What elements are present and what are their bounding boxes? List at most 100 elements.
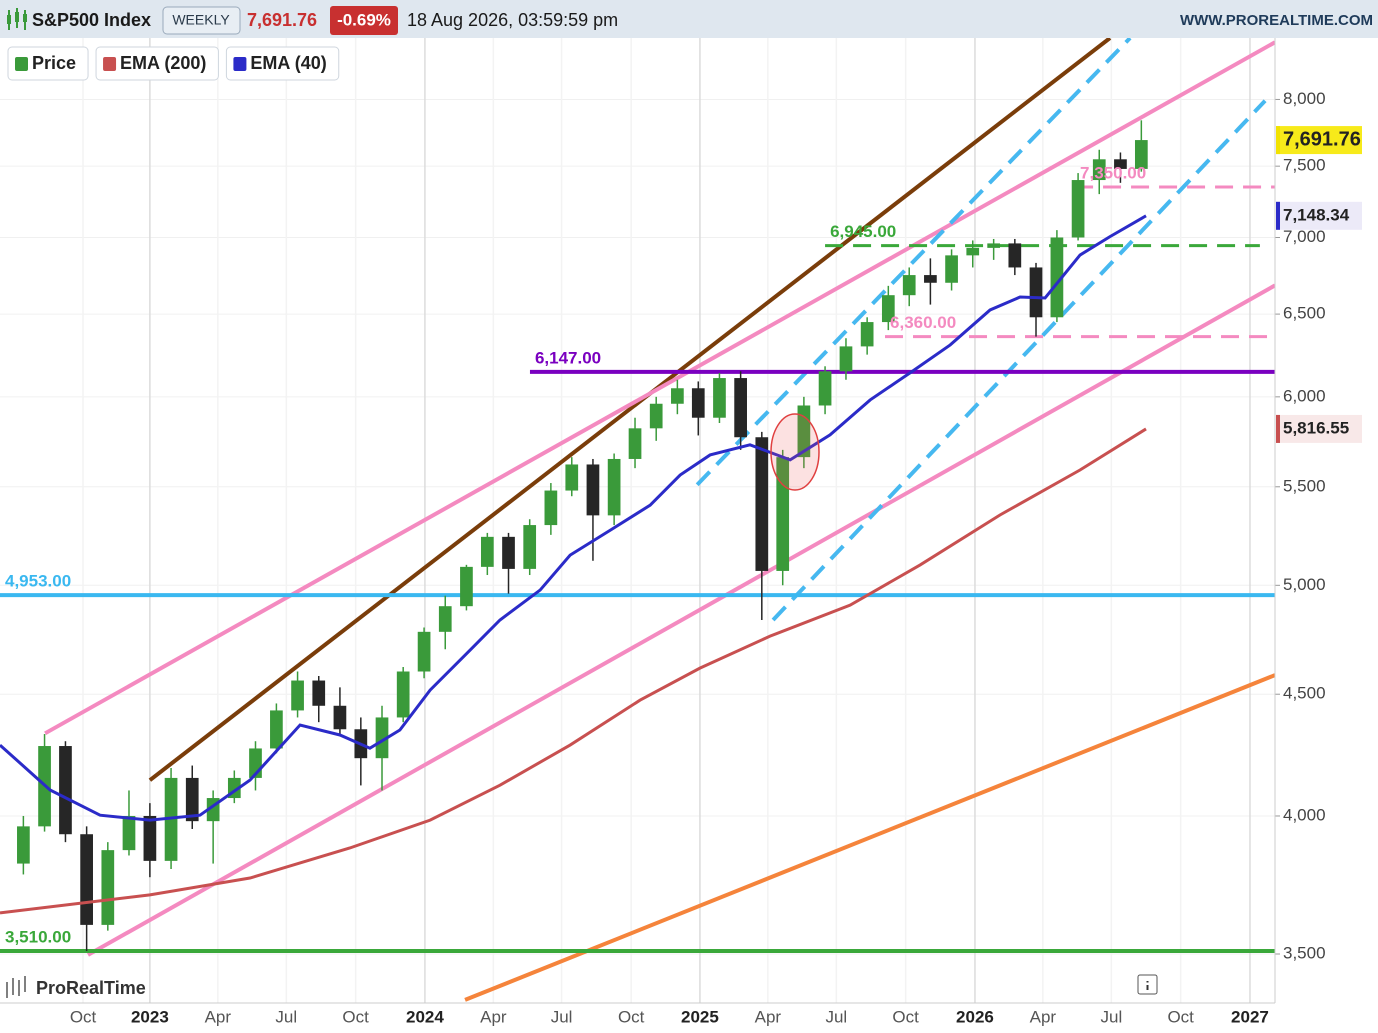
datetime: 18 Aug 2026, 03:59:59 pm [407,10,618,30]
x-tick-label: Apr [1030,1007,1057,1026]
candle-body [523,525,537,569]
trendline [44,40,1275,736]
candle-body [396,671,410,718]
candle-body [691,388,705,418]
y-tick-label: 6,000 [1283,386,1326,405]
legend-label[interactable]: EMA (200) [120,53,206,73]
candle-body [502,536,515,569]
legend-item[interactable]: Price [7,46,89,81]
x-tick-label: 2026 [956,1007,994,1026]
candle-body [628,428,642,459]
y-tick-label: 5,500 [1283,476,1326,495]
site[interactable]: WWW.PROREALTIME.COM [1180,12,1373,29]
trendline [771,99,1267,622]
legend: Price EMA (200) EMA (40) [7,46,340,81]
y-tick-label: 7,000 [1283,227,1326,246]
brand: ProRealTime [36,978,146,998]
candle-body [1029,267,1043,318]
ema-line [0,214,1147,822]
y-tick-label: 5,000 [1283,575,1326,594]
level-label: 6,360.00 [890,313,956,332]
last-price: 7,691.76 [247,10,317,30]
y-tick-label: 7,500 [1283,156,1326,175]
candle-body [333,705,347,730]
candle-body [902,275,916,296]
candle-body [713,378,726,418]
candle-body [438,606,452,632]
interval[interactable]: WEEKLY [172,12,230,28]
trendline [87,283,1275,957]
legend-item[interactable]: EMA (200) [95,46,219,81]
candle-body [270,710,283,749]
interval-box[interactable] [162,6,241,35]
trendline [148,38,1112,782]
candle-body [122,815,136,851]
last-value-box [1276,414,1362,443]
legend-label[interactable]: Price [32,53,76,73]
y-tick-label: 3,500 [1283,943,1326,962]
candle-body [649,403,663,429]
axes: 3,500 4,000 4,500 5,000 5,500 6,000 6,500 7,000… [0,38,1362,1026]
x-tick-label: 2023 [131,1007,169,1026]
x-tick-label: Apr [755,1007,782,1026]
candle-body [586,464,600,516]
candle-body [1134,140,1148,169]
last-value-marker [1276,414,1280,443]
candle-body [80,834,93,925]
y-tick-label: 8,000 [1283,89,1326,108]
candle-body [966,247,980,256]
x-tick-label: Jul [275,1007,297,1026]
last-value-label: 7,148.34 [1283,205,1350,224]
candle-body [881,295,895,323]
last-value-box [1276,126,1362,155]
legend-item[interactable]: EMA (40) [225,46,340,81]
x-tick-label: Apr [205,1007,232,1026]
candle-body [312,680,326,706]
candle-body [755,437,769,571]
candle-body [375,717,389,759]
info-button[interactable] [1137,974,1158,995]
level-label: 7,350.00 [1080,164,1146,183]
candle-body [945,255,958,283]
candle-body [734,378,747,438]
candle-body [565,464,579,491]
ema-line [0,427,1147,915]
legend-swatch[interactable] [233,57,247,71]
candle-body [1050,237,1064,318]
candle-body [480,536,494,567]
legend-button[interactable] [7,46,89,81]
x-tick-label: Oct [892,1007,919,1026]
candle-body [460,566,473,607]
trendline [695,38,1132,487]
change-box [330,6,398,35]
candle-body [59,746,72,835]
x-tick-label: Jul [825,1007,847,1026]
level-label: 4,953.00 [5,572,71,591]
y-tick-label: 6,500 [1283,304,1326,323]
x-tick-label: Oct [618,1007,645,1026]
y-tick-label: 4,500 [1283,684,1326,703]
candle-body [1114,159,1127,169]
candle-body [776,457,790,571]
candle-body [1071,180,1085,238]
x-tick-label: Oct [342,1007,369,1026]
candle-body [17,826,30,864]
legend-label[interactable]: EMA (40) [250,53,326,73]
brand-icon [6,976,26,998]
candle-body [987,243,1001,248]
instrument-title: S&P500 Index [32,10,151,30]
x-tick-label: Jul [551,1007,573,1026]
candle-body [544,490,558,526]
x-tick-label: Oct [1167,1007,1194,1026]
header-icon [7,8,27,30]
last-value-label: 5,816.55 [1283,418,1349,437]
legend-button[interactable] [95,46,219,81]
legend-swatch[interactable] [103,57,117,71]
legend-button[interactable] [225,46,340,81]
legend-swatch[interactable] [15,57,28,71]
candle-body [185,777,199,822]
highlight-ellipse [770,413,820,491]
level-label: 6,147.00 [535,348,601,367]
